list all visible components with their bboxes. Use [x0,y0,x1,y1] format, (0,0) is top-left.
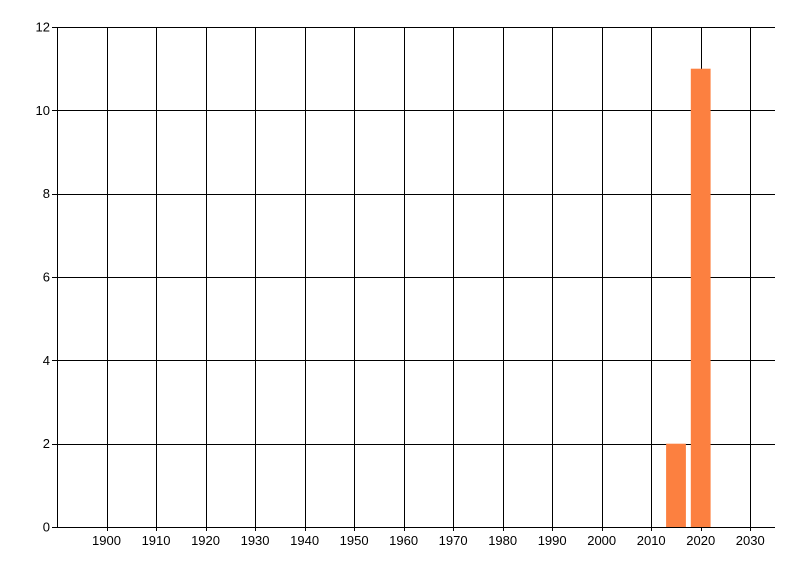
x-tick-label: 1970 [439,533,468,548]
bar-2015 [666,443,686,527]
x-tick-label: 1930 [241,533,270,548]
x-tick-label: 1940 [290,533,319,548]
x-tick-label: 2000 [587,533,616,548]
y-tick-label: 2 [43,436,50,451]
x-tick-label: 1980 [488,533,517,548]
y-tick-label: 4 [43,353,50,368]
x-tick-label: 1950 [340,533,369,548]
x-tick-label: 1960 [389,533,418,548]
x-tick-label: 1920 [191,533,220,548]
bar-2020 [690,68,711,527]
y-tick-label: 0 [43,520,50,535]
y-tick-label: 6 [43,270,50,285]
y-tick-label: 12 [36,20,50,35]
y-tick-label: 8 [43,186,50,201]
x-tick-label: 1900 [92,533,121,548]
x-tick-label: 1990 [538,533,567,548]
x-tick-label: 2030 [736,533,765,548]
x-tick-label: 2020 [686,533,715,548]
x-tick-label: 1910 [142,533,171,548]
y-tick-label: 10 [36,103,50,118]
x-tick-label: 2010 [637,533,666,548]
